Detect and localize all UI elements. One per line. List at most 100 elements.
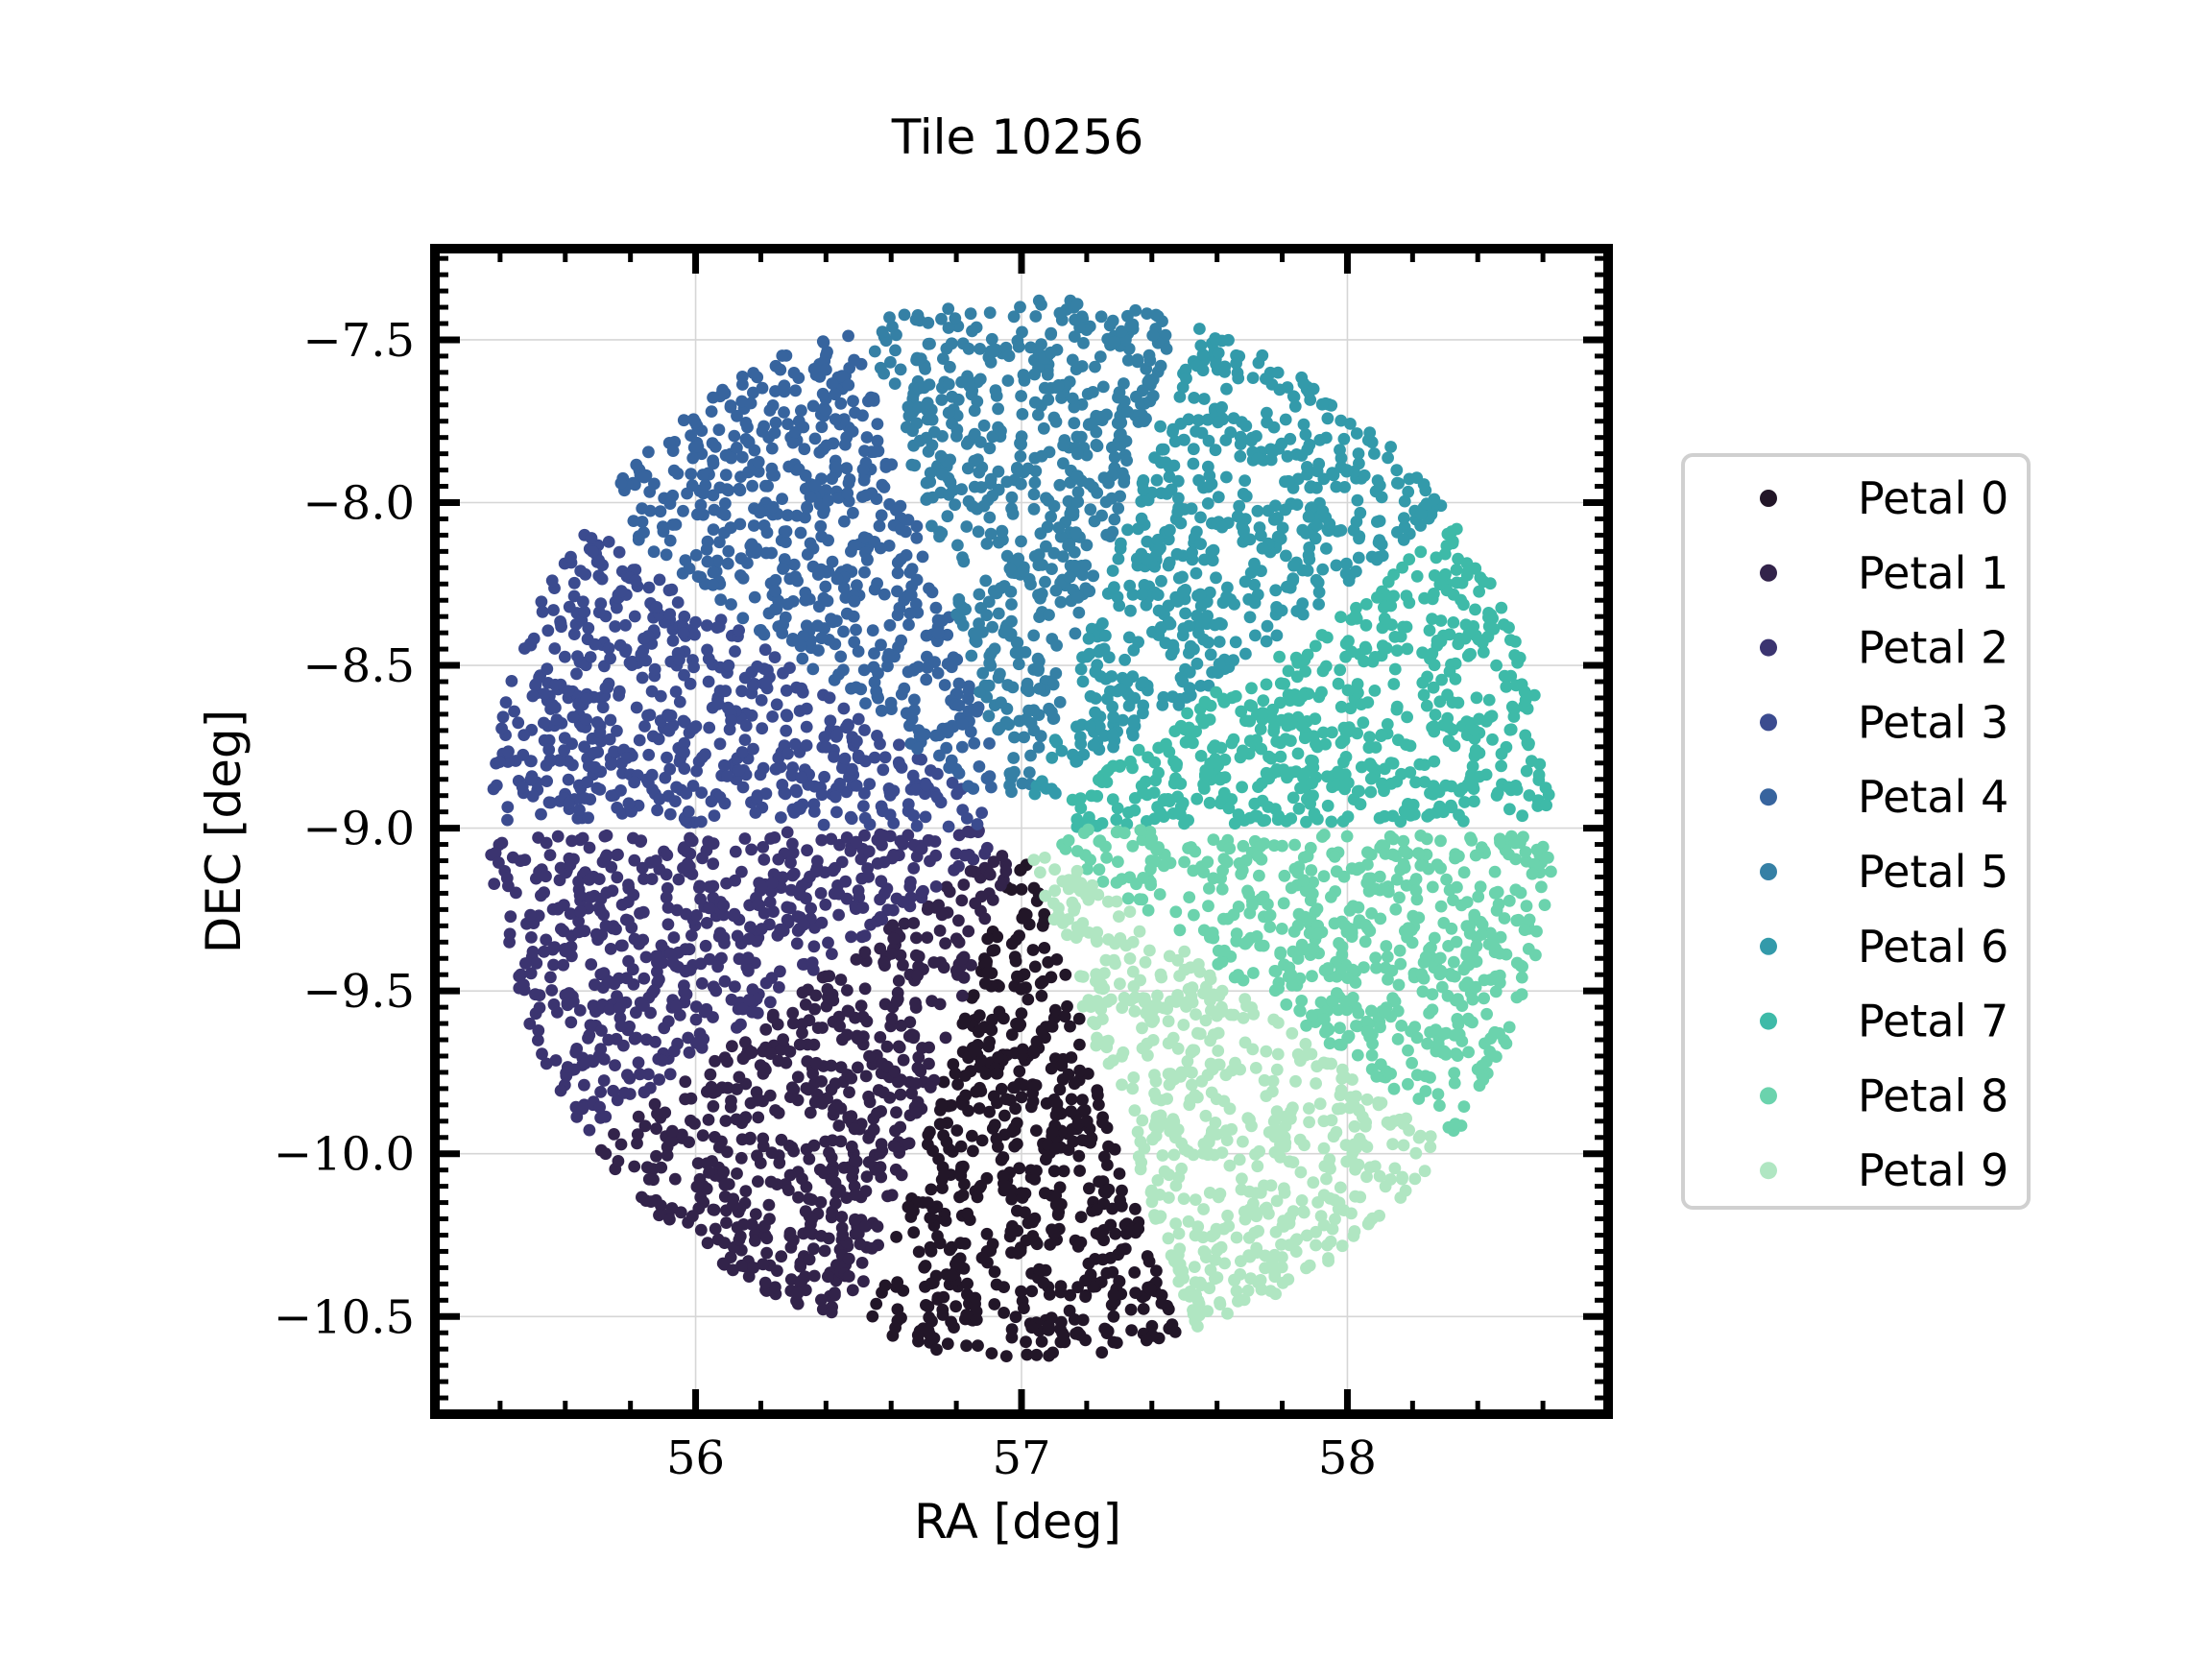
- data-point: [1070, 845, 1084, 857]
- data-point: [657, 520, 669, 533]
- data-point: [1218, 944, 1231, 957]
- data-point: [823, 970, 836, 982]
- series-petal-1: [594, 850, 1013, 1319]
- data-point: [1353, 532, 1365, 545]
- data-point: [708, 503, 721, 517]
- data-point: [832, 908, 845, 922]
- data-point: [1465, 833, 1479, 847]
- data-point: [1533, 757, 1547, 771]
- data-point: [1049, 415, 1063, 428]
- data-point: [739, 417, 753, 429]
- data-point: [1017, 564, 1030, 577]
- data-point: [1246, 372, 1260, 384]
- data-point: [787, 558, 801, 571]
- data-point: [769, 416, 782, 429]
- data-point: [685, 429, 697, 442]
- data-point: [852, 645, 865, 658]
- data-point: [1320, 770, 1334, 783]
- data-point: [661, 849, 674, 861]
- data-point: [1113, 1167, 1126, 1180]
- data-point: [1024, 749, 1037, 762]
- data-point: [687, 722, 700, 735]
- data-point: [1025, 1285, 1039, 1298]
- data-point: [964, 307, 977, 321]
- data-point: [1073, 731, 1087, 743]
- data-point: [1150, 473, 1164, 487]
- data-point: [768, 469, 781, 482]
- data-point: [804, 537, 817, 550]
- data-point: [726, 1040, 738, 1053]
- data-point: [1007, 310, 1021, 324]
- data-point: [958, 1012, 972, 1025]
- data-point: [1255, 529, 1267, 542]
- data-point: [776, 349, 789, 362]
- data-point: [850, 779, 863, 792]
- data-point: [1082, 632, 1095, 645]
- data-point: [1268, 984, 1282, 998]
- data-point: [996, 850, 1009, 862]
- data-point: [970, 1313, 983, 1326]
- data-point: [956, 551, 969, 564]
- data-point: [1016, 1043, 1029, 1056]
- data-point: [780, 724, 793, 737]
- data-point: [1136, 384, 1149, 397]
- data-point: [1096, 876, 1110, 888]
- data-point: [995, 878, 1007, 892]
- data-point: [924, 467, 937, 479]
- data-point: [694, 893, 707, 905]
- data-point: [616, 939, 629, 952]
- data-point: [565, 1016, 578, 1029]
- data-point: [938, 679, 951, 691]
- data-point: [1128, 1266, 1142, 1279]
- data-point: [629, 574, 642, 587]
- data-point: [859, 1070, 873, 1083]
- data-point: [854, 853, 868, 866]
- data-point: [1121, 892, 1135, 905]
- data-point: [611, 801, 624, 814]
- data-point: [930, 1343, 943, 1357]
- data-point: [1308, 807, 1321, 820]
- data-point: [1008, 1081, 1022, 1094]
- data-point: [599, 919, 613, 932]
- data-point: [809, 989, 823, 1002]
- data-point: [1024, 1100, 1038, 1114]
- data-point: [532, 1034, 544, 1046]
- data-point: [1076, 568, 1090, 582]
- data-point: [661, 1149, 674, 1162]
- data-point: [1050, 953, 1064, 966]
- data-point: [721, 1055, 733, 1069]
- data-point: [1197, 393, 1211, 405]
- data-point: [1263, 908, 1277, 922]
- data-point: [1470, 691, 1483, 705]
- data-point: [931, 1230, 944, 1242]
- data-point: [632, 1056, 645, 1070]
- data-point: [933, 749, 946, 762]
- data-point: [1410, 1069, 1424, 1082]
- data-point: [1100, 852, 1113, 864]
- data-point: [764, 996, 777, 1009]
- data-point: [1256, 794, 1269, 807]
- data-point: [1052, 521, 1066, 534]
- data-point: [1087, 569, 1100, 583]
- data-point: [1039, 1187, 1051, 1200]
- data-point: [582, 621, 595, 635]
- data-point: [964, 725, 977, 738]
- data-point: [1249, 629, 1262, 642]
- data-point: [1045, 1062, 1058, 1075]
- data-point: [1094, 310, 1108, 324]
- data-point: [883, 788, 897, 802]
- data-point: [669, 685, 683, 698]
- data-point: [739, 1185, 753, 1198]
- data-point: [815, 632, 829, 645]
- data-point: [884, 355, 897, 369]
- data-point: [868, 445, 881, 458]
- data-point: [1395, 1020, 1408, 1032]
- data-point: [1368, 651, 1382, 663]
- data-point: [1386, 992, 1399, 1005]
- data-point: [1154, 359, 1167, 373]
- data-point: [1290, 498, 1304, 511]
- data-point: [1073, 1064, 1087, 1077]
- data-point: [1331, 765, 1344, 779]
- data-point: [860, 1170, 874, 1183]
- data-point: [1049, 787, 1062, 800]
